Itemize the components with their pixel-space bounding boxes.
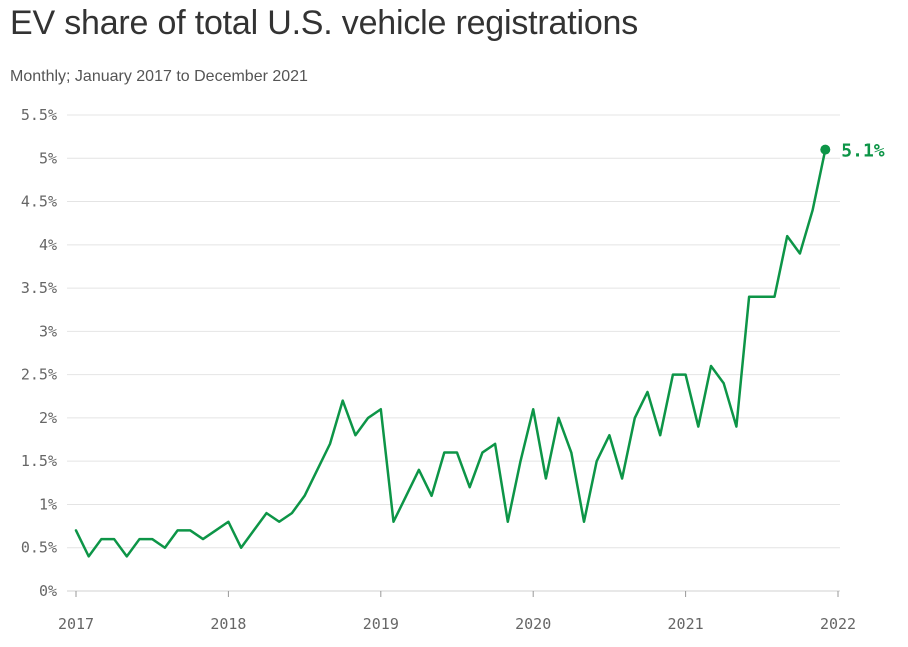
end-annotation: 5.1% (820, 141, 885, 162)
y-axis-tick-labels: 0% 0.5% 1% 1.5% 2% 2.5% 3% 3.5% 4% 4.5% 5% 5.5% (21, 106, 57, 600)
y-tick-label: 2% (39, 409, 57, 427)
x-tick-label: 2021 (668, 615, 704, 633)
x-tick-label: 2017 (58, 615, 94, 633)
y-tick-label: 0.5% (21, 539, 57, 557)
x-axis: 2017 2018 2019 2020 2021 2022 (58, 591, 856, 633)
y-tick-label: 1.5% (21, 452, 57, 470)
y-tick-label: 0% (39, 582, 57, 600)
chart-subtitle: Monthly; January 2017 to December 2021 (10, 68, 308, 85)
y-tick-label: 5% (39, 149, 57, 167)
y-tick-label: 4% (39, 236, 57, 254)
end-value-label: 5.1% (841, 141, 885, 162)
series-group (74, 148, 827, 558)
end-point-marker (820, 144, 831, 155)
chart-title: EV share of total U.S. vehicle registrat… (10, 4, 639, 42)
grid-lines (67, 114, 840, 592)
y-tick-label: 4.5% (21, 193, 57, 211)
y-tick-label: 2.5% (21, 366, 57, 384)
y-tick-label: 3% (39, 322, 57, 340)
x-tick-label: 2020 (515, 615, 551, 633)
x-tick-label: 2019 (363, 615, 399, 633)
y-tick-label: 5.5% (21, 106, 57, 124)
x-tick-label: 2022 (820, 615, 856, 633)
y-tick-label: 3.5% (21, 279, 57, 297)
series-line (74, 148, 827, 558)
y-tick-label: 1% (39, 495, 57, 513)
x-tick-label: 2018 (210, 615, 246, 633)
